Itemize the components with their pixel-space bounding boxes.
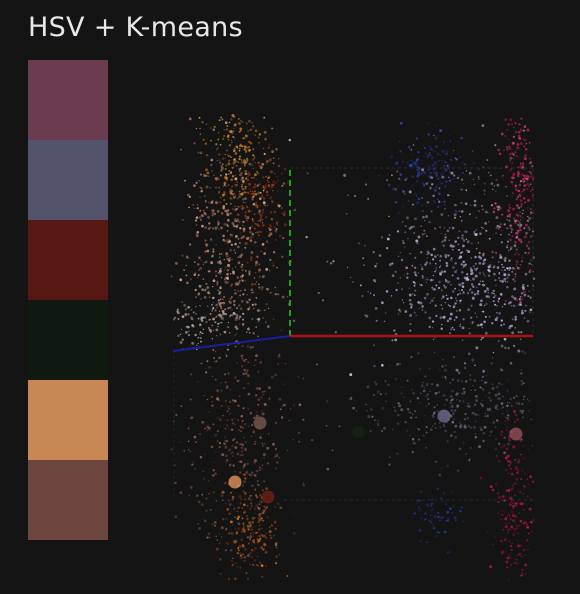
cluster-center-4 bbox=[437, 409, 451, 423]
hsv-bounding-box bbox=[173, 167, 534, 501]
cluster-center-2 bbox=[228, 475, 242, 489]
cluster-center-1 bbox=[253, 416, 267, 430]
palette-swatch-6 bbox=[28, 460, 108, 540]
page-title: HSV + K-means bbox=[28, 12, 243, 43]
color-point-cloud bbox=[170, 114, 536, 581]
cluster-centers bbox=[228, 409, 523, 504]
palette-swatch-5 bbox=[28, 380, 108, 460]
palette-swatch-1 bbox=[28, 60, 108, 140]
palette-swatch-3 bbox=[28, 220, 108, 300]
cluster-center-3 bbox=[261, 490, 275, 504]
cluster-palette bbox=[28, 60, 108, 540]
cluster-center-5 bbox=[509, 427, 523, 441]
cluster-center-6 bbox=[351, 425, 365, 439]
z-axis-line bbox=[172, 335, 291, 352]
palette-swatch-2 bbox=[28, 140, 108, 220]
palette-swatch-4 bbox=[28, 300, 108, 380]
